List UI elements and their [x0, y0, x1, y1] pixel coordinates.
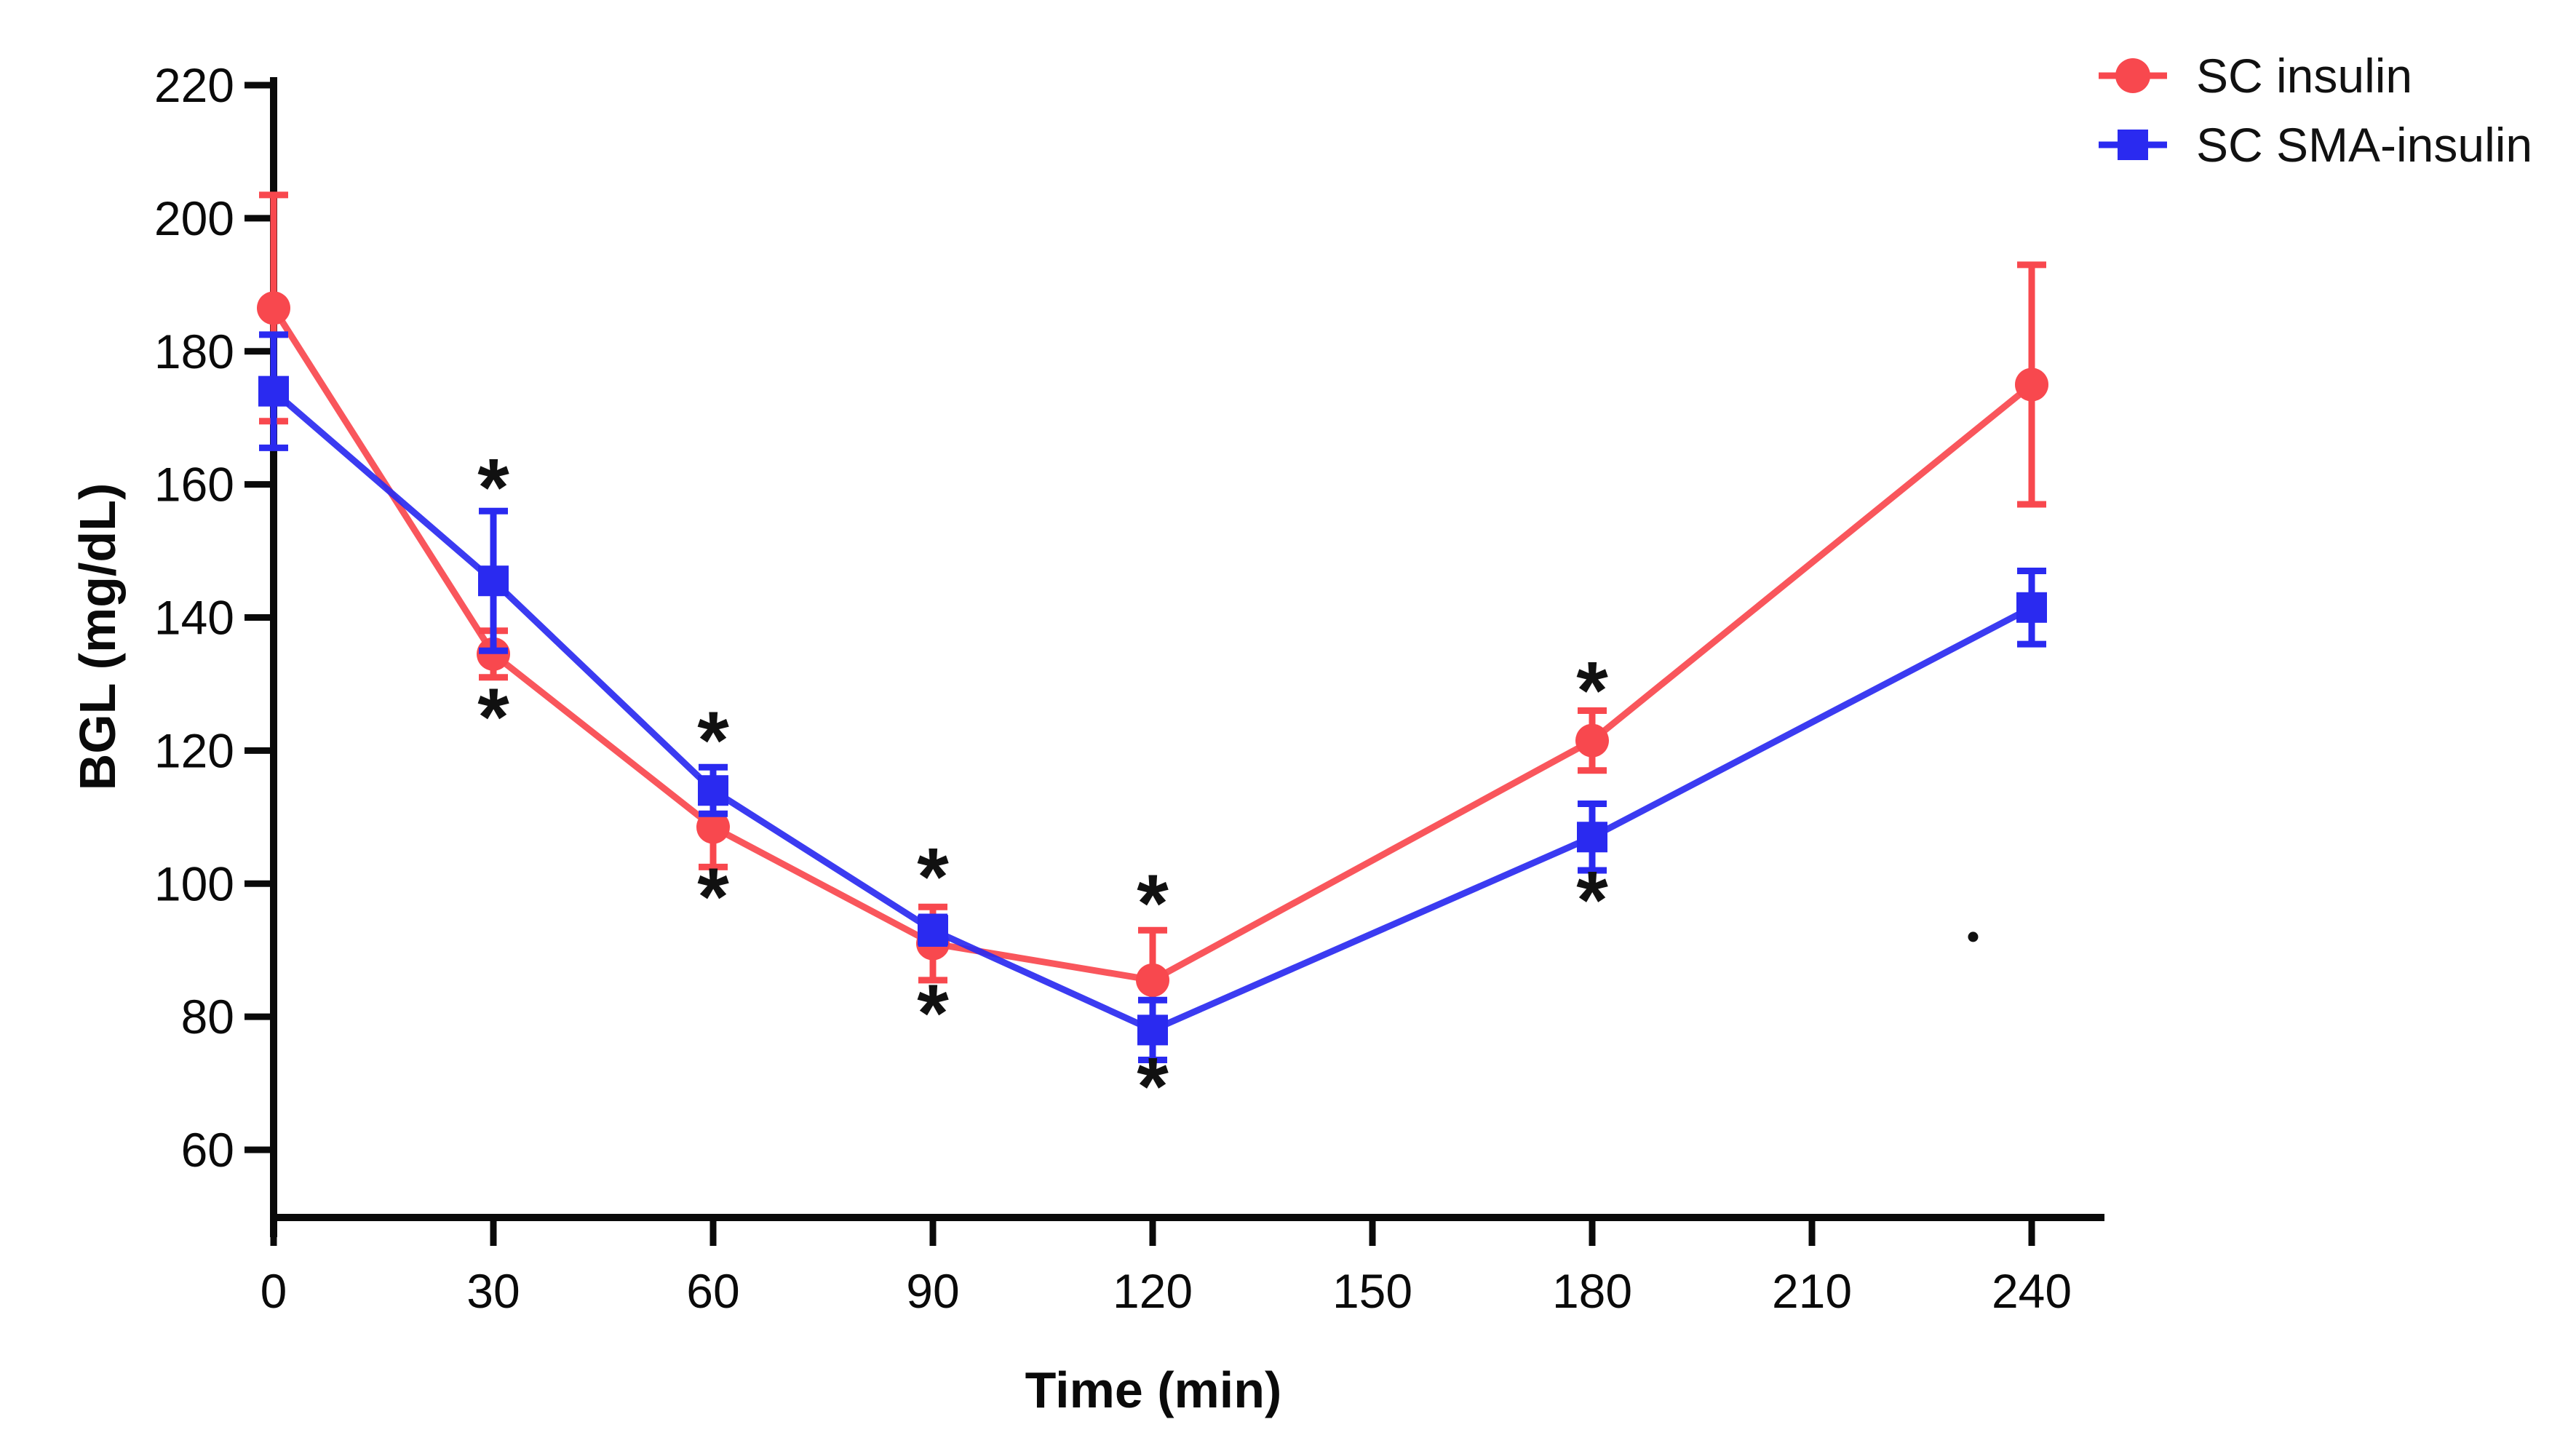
artifact-dot: [1968, 931, 1979, 942]
data-point-circle: [2015, 368, 2048, 402]
significance-asterisk: *: [477, 672, 509, 763]
data-point-square: [258, 376, 289, 407]
significance-asterisk: *: [1576, 854, 1608, 945]
data-point-square: [1137, 1014, 1168, 1046]
significance-asterisk: *: [697, 851, 729, 942]
x-tick-label: 60: [686, 1264, 739, 1318]
y-tick-label: 220: [154, 58, 234, 112]
data-point-circle: [696, 810, 730, 844]
significance-asterisk: *: [697, 695, 729, 786]
significance-asterisk: *: [917, 831, 949, 922]
significance-asterisk: *: [1137, 1041, 1169, 1132]
legend-item-label: SC insulin: [2196, 49, 2412, 103]
data-point-square: [1577, 822, 1607, 853]
y-tick-label: 100: [154, 857, 234, 910]
y-tick-label: 140: [154, 591, 234, 645]
data-point-square: [2016, 592, 2047, 623]
data-point-square: [478, 565, 509, 597]
significance-asterisk: *: [1137, 858, 1169, 949]
x-tick-label: 90: [906, 1264, 959, 1318]
y-tick-label: 200: [154, 191, 234, 245]
x-tick-label: 120: [1113, 1264, 1193, 1318]
x-tick-label: 210: [1772, 1264, 1852, 1318]
data-point-circle: [1136, 963, 1169, 997]
legend-square-marker: [2118, 130, 2148, 160]
x-axis-title: Time (min): [1025, 1362, 1282, 1418]
legend-circle-marker: [2115, 58, 2150, 93]
y-axis-title: BGL (mg/dL): [69, 483, 126, 791]
significance-asterisk: *: [917, 968, 949, 1059]
data-point-square: [698, 775, 728, 806]
y-tick-label: 160: [154, 458, 234, 512]
y-tick-label: 180: [154, 325, 234, 378]
x-tick-label: 150: [1332, 1264, 1412, 1318]
significance-asterisk: *: [1576, 645, 1608, 736]
data-point-circle: [257, 291, 290, 325]
x-tick-label: 240: [1992, 1264, 2072, 1318]
x-tick-label: 0: [261, 1264, 287, 1318]
legend-item-label: SC SMA-insulin: [2196, 118, 2532, 172]
data-point-square: [918, 915, 948, 946]
y-tick-label: 60: [181, 1123, 234, 1177]
data-point-circle: [477, 637, 510, 671]
y-tick-label: 80: [181, 990, 234, 1044]
x-tick-label: 30: [466, 1264, 520, 1318]
y-tick-label: 120: [154, 723, 234, 777]
x-tick-label: 180: [1552, 1264, 1632, 1318]
significance-asterisk: *: [477, 442, 509, 533]
data-point-circle: [1575, 723, 1609, 758]
